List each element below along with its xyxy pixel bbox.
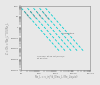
Text: 1st wind: 1st wind bbox=[35, 11, 42, 19]
Y-axis label: Z = Oh = We_L^0.5/Re_L: Z = Oh = We_L^0.5/Re_L bbox=[6, 22, 10, 54]
Text: Dripping: Dripping bbox=[22, 11, 29, 19]
Text: Atomization: Atomization bbox=[61, 33, 75, 34]
X-axis label: Re_L = v_inj*d_0/nu_L (Re_Liquid): Re_L = v_inj*d_0/nu_L (Re_Liquid) bbox=[35, 75, 77, 79]
Text: 2nd wind: 2nd wind bbox=[41, 11, 48, 20]
Text: Rayleigh: Rayleigh bbox=[29, 11, 36, 20]
Text: HFO fuel at 90 cSt/20 m/s
at 59 atm: HFO fuel at 90 cSt/20 m/s at 59 atm bbox=[37, 55, 64, 59]
